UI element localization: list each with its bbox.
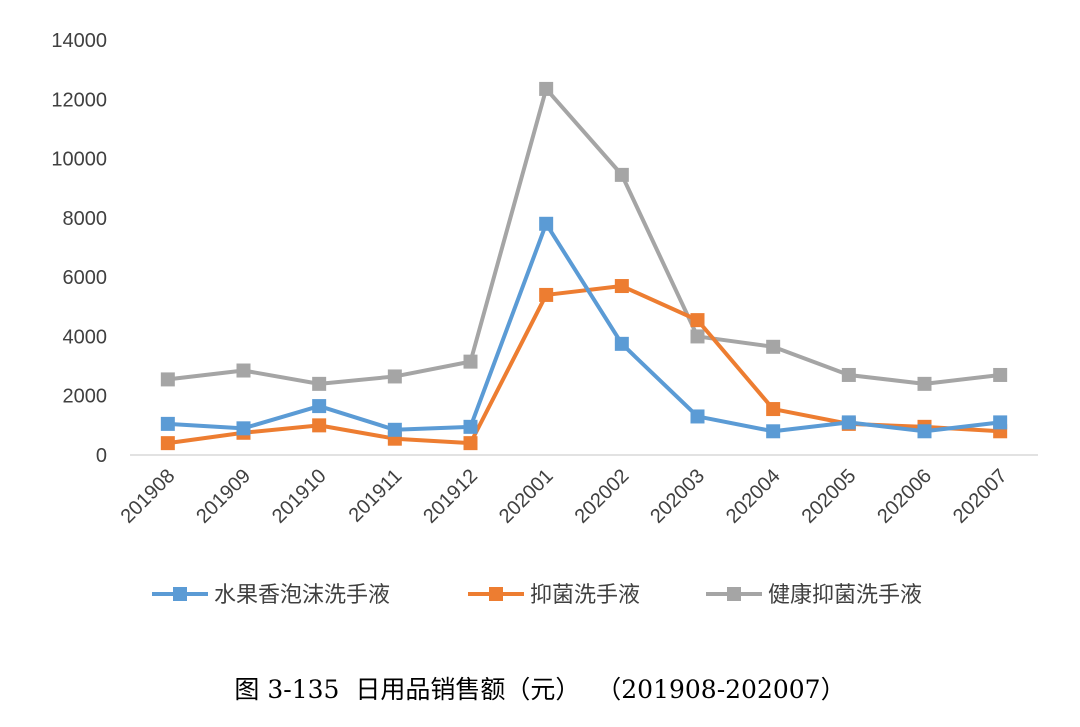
series-marker: [160, 372, 175, 387]
series-marker: [539, 287, 554, 302]
series-marker: [766, 424, 781, 439]
y-axis-ticks: 0 2000 4000 6000 8000 10000 12000 14000: [51, 30, 107, 467]
y-tick-label: 12000: [51, 89, 107, 111]
y-tick-label: 10000: [51, 149, 107, 171]
x-tick-label: 202005: [798, 465, 861, 528]
x-tick-label: 202003: [646, 465, 709, 528]
caption-label: 图 3-135: [234, 675, 340, 704]
series-marker: [387, 369, 402, 384]
y-tick-label: 6000: [63, 267, 108, 289]
series-2: [160, 81, 1008, 391]
series-marker: [690, 409, 705, 424]
series-marker: [312, 399, 327, 414]
x-tick-label: 202004: [722, 465, 785, 528]
series-marker: [993, 367, 1008, 382]
series-marker: [841, 367, 856, 382]
caption-title: 日用品销售额（元）: [355, 675, 581, 704]
legend-marker: [173, 587, 187, 601]
series-marker: [463, 354, 478, 369]
series-marker: [993, 415, 1008, 430]
x-tick-label: 201912: [419, 465, 482, 528]
caption-range: （201908-202007）: [596, 675, 846, 704]
series-marker: [690, 329, 705, 344]
legend: 水果香泡沫洗手液 抑菌洗手液 健康抑菌洗手液: [152, 583, 922, 608]
series-line: [165, 221, 1003, 434]
legend-item: 抑菌洗手液: [468, 583, 640, 608]
series-marker: [463, 436, 478, 451]
legend-marker: [727, 587, 741, 601]
legend-label: 抑菌洗手液: [530, 583, 640, 608]
legend-item: 水果香泡沫洗手液: [152, 583, 390, 608]
series-marker: [312, 376, 327, 391]
legend-item: 健康抑菌洗手液: [706, 583, 922, 608]
x-tick-label: 201908: [117, 465, 180, 528]
series-marker: [690, 313, 705, 328]
x-tick-label: 202001: [495, 465, 558, 528]
x-tick-label: 201909: [192, 465, 255, 528]
series-marker: [387, 422, 402, 437]
series-marker: [614, 336, 629, 351]
x-axis-ticks: 201908 201909 201910 201911 201912 202001 2020…: [117, 465, 1012, 528]
legend-label: 健康抑菌洗手液: [768, 583, 922, 608]
x-tick-label: 201911: [345, 465, 407, 527]
series-marker: [917, 376, 932, 391]
y-tick-label: 0: [96, 445, 107, 467]
x-tick-label: 202007: [949, 465, 1012, 528]
series-line: [165, 284, 1003, 446]
series-marker: [766, 402, 781, 417]
series-marker: [614, 167, 629, 182]
series-marker: [160, 416, 175, 431]
series-layer: [160, 81, 1008, 451]
series-marker: [160, 436, 175, 451]
legend-marker: [489, 587, 503, 601]
figure-caption: 图 3-135 日用品销售额（元） （201908-202007）: [0, 670, 1080, 706]
y-tick-label: 8000: [63, 208, 108, 230]
series-marker: [236, 363, 251, 378]
x-tick-label: 202002: [571, 465, 634, 528]
series-marker: [917, 424, 932, 439]
series-marker: [841, 415, 856, 430]
x-tick-label: 202006: [873, 465, 936, 528]
series-marker: [236, 421, 251, 436]
y-tick-label: 14000: [51, 30, 107, 52]
series-marker: [539, 81, 554, 96]
series-line: [165, 86, 1003, 386]
series-0: [160, 216, 1008, 439]
x-tick-label: 201910: [268, 465, 331, 528]
series-marker: [463, 419, 478, 434]
y-tick-label: 4000: [63, 326, 108, 348]
legend-label: 水果香泡沫洗手液: [214, 583, 390, 608]
series-marker: [539, 216, 554, 231]
series-marker: [766, 339, 781, 354]
series-marker: [614, 279, 629, 294]
y-tick-label: 2000: [63, 386, 108, 408]
series-marker: [312, 418, 327, 433]
